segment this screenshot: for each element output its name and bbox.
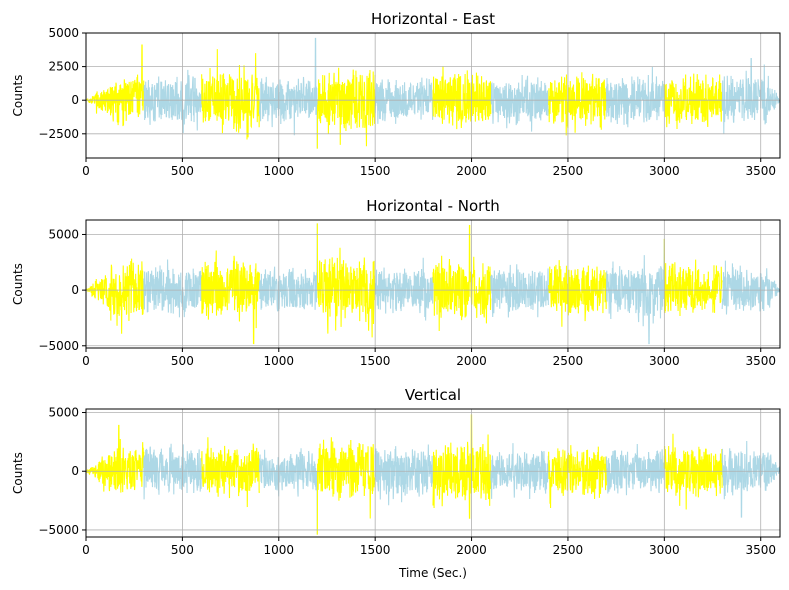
waveform-segment-2 [143, 443, 203, 500]
y-tick-label: 5000 [48, 406, 79, 420]
waveform-segment-1 [86, 258, 145, 334]
waveform-segment-11 [663, 433, 723, 510]
waveform-segment-9 [548, 72, 607, 136]
y-tick-label: 0 [71, 283, 79, 297]
x-tick-label: 1500 [360, 164, 391, 178]
subplot-1: 0 500 1000 1500 2000 2500 3000 3500 −2500 0 2500 50… [11, 10, 781, 178]
waveform-segment-1 [86, 424, 145, 493]
y-tick-label: −5000 [38, 523, 79, 537]
waveform-segment-2 [143, 69, 203, 134]
x-tick-label: 3500 [745, 354, 776, 368]
y-axis-label: Counts [11, 452, 25, 494]
subplot-3: 0 500 1000 1500 2000 2500 3000 3500−500005000Ve… [11, 386, 781, 580]
x-tick-label: 1000 [264, 543, 295, 557]
x-tick-label: 1500 [360, 354, 391, 368]
x-tick-label: 500 [171, 543, 194, 557]
waveform-segment-7 [432, 66, 492, 130]
x-tick-label: 2000 [456, 543, 487, 557]
waveform-segment-5 [316, 67, 376, 149]
waveform-segment-8 [490, 264, 550, 318]
x-tick-label: 1000 [264, 164, 295, 178]
plot-frame [85, 32, 781, 159]
x-tick-label: 3000 [649, 543, 680, 557]
waveform-segment-9 [548, 445, 607, 509]
y-tick-label: 5000 [48, 227, 79, 241]
y-tick-label: 0 [71, 93, 79, 107]
x-tick-label: 500 [171, 354, 194, 368]
waveform-segment-9 [548, 260, 607, 327]
waveform-segment-12 [721, 260, 780, 315]
waveform-segment-3 [201, 250, 260, 345]
waveform-segment-6 [374, 257, 434, 321]
x-tick-label: 0 [82, 354, 90, 368]
plot-frame [85, 219, 781, 349]
plot-frame [85, 408, 781, 538]
y-tick-label: −5000 [38, 339, 79, 353]
x-tick-label: 1000 [264, 354, 295, 368]
waveform-segment-11 [663, 238, 723, 316]
x-tick-label: 3500 [745, 164, 776, 178]
waveform [86, 37, 780, 149]
y-tick-label: −2500 [38, 127, 79, 141]
x-tick-label: 2500 [553, 164, 584, 178]
y-axis-label: Counts [11, 75, 25, 117]
waveform-segment-12 [721, 440, 780, 518]
x-tick-label: 3000 [649, 354, 680, 368]
waveform [86, 223, 780, 345]
subplot-title: Horizontal - East [371, 10, 495, 28]
waveform-segment-5 [316, 223, 376, 338]
x-tick-label: 0 [82, 543, 90, 557]
x-tick-label: 3500 [745, 543, 776, 557]
waveform-segment-6 [374, 77, 434, 124]
waveform-segment-4 [258, 223, 318, 312]
waveform-segment-4 [258, 37, 318, 149]
y-axis-label: Counts [11, 263, 25, 305]
waveform-segment-10 [605, 238, 665, 345]
waveform-segment-10 [605, 444, 665, 496]
waveform-segment-8 [490, 443, 550, 499]
waveform-segment-7 [432, 414, 492, 519]
x-axis-label: Time (Sec.) [398, 566, 467, 580]
subplot-2: 0 500 1000 1500 2000 2500 3000 3500−500005000Ho… [11, 197, 781, 368]
waveform-segment-11 [663, 73, 723, 129]
waveform-segment-8 [490, 74, 550, 132]
x-tick-label: 2000 [456, 354, 487, 368]
waveform-segment-10 [605, 66, 665, 128]
y-tick-label: 0 [71, 464, 79, 478]
waveform-segment-5 [316, 437, 376, 535]
x-tick-label: 1500 [360, 543, 391, 557]
x-tick-label: 500 [171, 164, 194, 178]
waveform-segment-7 [432, 225, 492, 332]
x-tick-label: 2000 [456, 164, 487, 178]
x-tick-label: 0 [82, 164, 90, 178]
waveform-segment-1 [86, 44, 145, 127]
x-tick-label: 2500 [553, 354, 584, 368]
subplot-title: Vertical [405, 386, 461, 404]
waveform-segment-3 [201, 437, 260, 508]
waveform [86, 414, 780, 535]
subplot-title: Horizontal - North [366, 197, 500, 215]
waveform-segment-3 [201, 49, 260, 140]
y-tick-label: 5000 [48, 26, 79, 40]
x-tick-label: 2500 [553, 543, 584, 557]
x-tick-label: 3000 [649, 164, 680, 178]
waveform-segment-4 [258, 448, 318, 535]
waveform-segment-2 [143, 259, 203, 318]
waveform-segment-12 [721, 57, 780, 134]
y-tick-label: 2500 [48, 60, 79, 74]
waveform-segment-6 [374, 444, 434, 506]
